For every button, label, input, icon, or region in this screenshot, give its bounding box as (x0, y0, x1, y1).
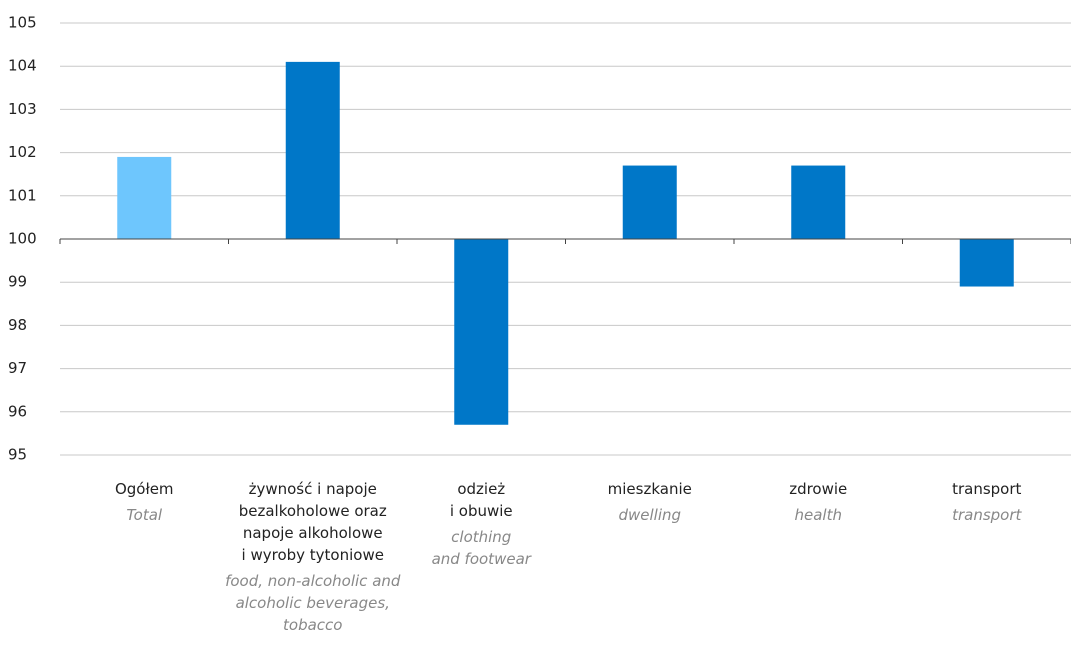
x-tick-label: Ogółem Total (44, 478, 244, 526)
category-label-en: health (794, 506, 842, 524)
category-label: Ogółem (114, 480, 174, 498)
category-label-en: Total (126, 506, 163, 524)
y-tick-label: 97 (8, 359, 27, 377)
category-label: zdrowie (789, 480, 848, 498)
x-tick-label: zdrowie health (718, 478, 918, 526)
bar (285, 61, 340, 239)
x-tick-label: transport transport (887, 478, 1071, 526)
category-label-en: dwelling (618, 506, 682, 524)
category-label-en: food, non-alcoholic and alcoholic bevera… (225, 572, 401, 634)
bar (791, 165, 846, 239)
category-label-en: transport (952, 506, 1022, 524)
category-label: odzież i obuwie (449, 480, 513, 520)
y-tick-label: 96 (8, 402, 27, 420)
bar (959, 239, 1014, 287)
x-tick-label: odzież i obuwie clothing and footwear (381, 478, 581, 570)
y-tick-label: 101 (8, 186, 37, 204)
category-label: żywność i napoje bezalkoholowe oraz napo… (238, 480, 387, 564)
x-tick-label: żywność i napoje bezalkoholowe oraz napo… (213, 478, 413, 636)
y-tick-label: 99 (8, 273, 27, 291)
y-tick-label: 105 (8, 14, 37, 32)
y-tick-label: 103 (8, 100, 37, 118)
y-tick-label: 100 (8, 230, 37, 248)
y-tick-label: 95 (8, 446, 27, 464)
category-label-en: clothing and footwear (431, 528, 531, 568)
plot: 95 96 97 98 99 100 101 102 103 104 105 (8, 14, 1071, 464)
bar (454, 239, 509, 425)
x-tick-label: mieszkanie dwelling (550, 478, 750, 526)
y-tick-label: 104 (8, 57, 37, 75)
category-label: mieszkanie (607, 480, 692, 498)
category-label: transport (952, 480, 1022, 498)
y-tick-label: 102 (8, 143, 37, 161)
bar (622, 165, 677, 239)
y-tick-label: 98 (8, 316, 27, 334)
bar (117, 156, 172, 239)
